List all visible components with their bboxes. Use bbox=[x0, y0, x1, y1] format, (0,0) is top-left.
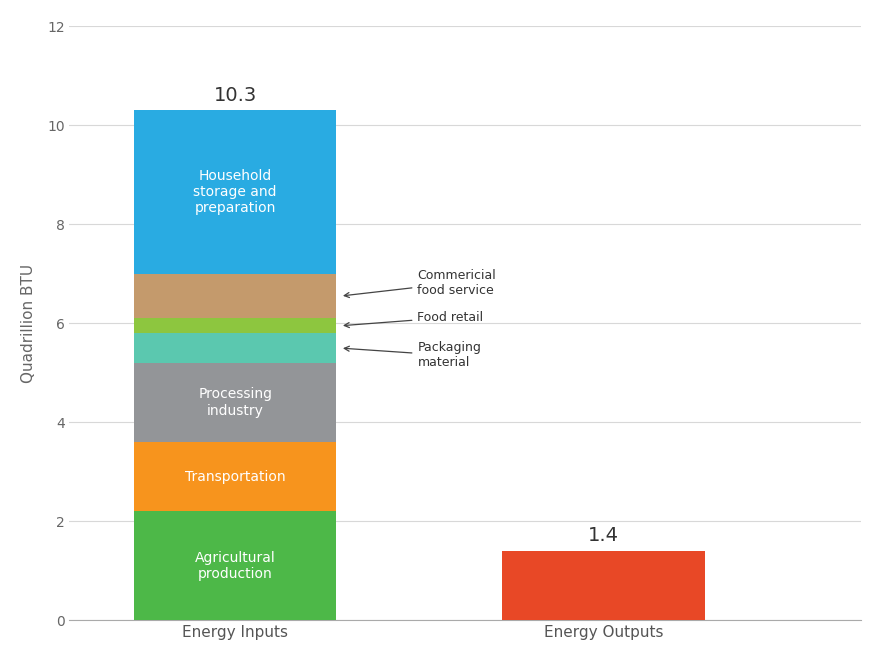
Text: Packaging
material: Packaging material bbox=[344, 342, 482, 369]
Bar bbox=[502, 551, 705, 620]
Bar bbox=[134, 319, 336, 333]
Text: Transportation: Transportation bbox=[185, 470, 286, 484]
Text: 10.3: 10.3 bbox=[213, 85, 257, 104]
Text: 1.4: 1.4 bbox=[588, 526, 619, 545]
Bar bbox=[134, 442, 336, 512]
Bar bbox=[134, 274, 336, 319]
Text: Agricultural
production: Agricultural production bbox=[195, 551, 275, 581]
Bar bbox=[134, 110, 336, 274]
Bar bbox=[134, 333, 336, 363]
Y-axis label: Quadrillion BTU: Quadrillion BTU bbox=[21, 264, 36, 383]
Text: Food retail: Food retail bbox=[344, 311, 483, 328]
Bar bbox=[134, 512, 336, 620]
Bar bbox=[134, 363, 336, 442]
Text: Household
storage and
preparation: Household storage and preparation bbox=[193, 169, 277, 215]
Text: Commericial
food service: Commericial food service bbox=[344, 269, 497, 297]
Text: Processing
industry: Processing industry bbox=[198, 387, 273, 418]
